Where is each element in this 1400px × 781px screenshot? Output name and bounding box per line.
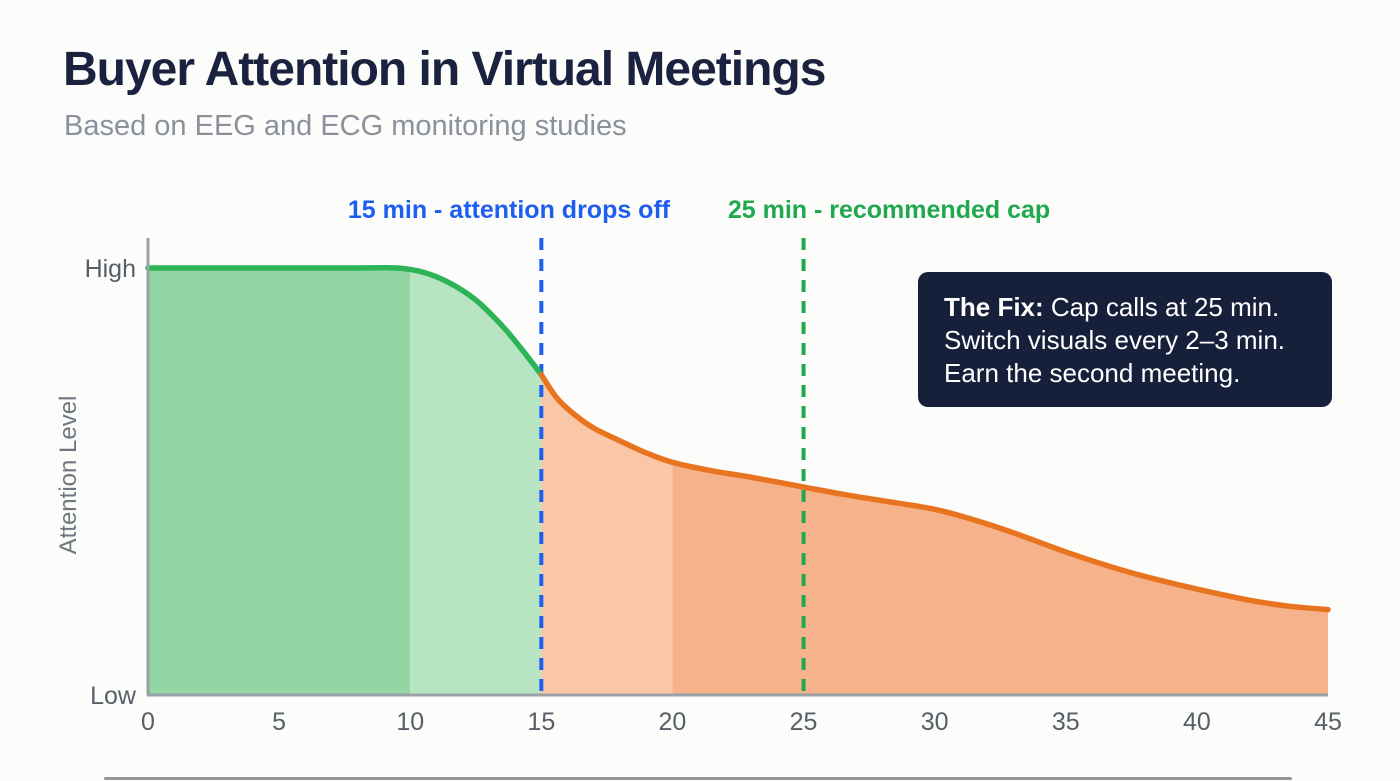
annotation-attention-drop: 15 min - attention drops off bbox=[347, 196, 671, 224]
fix-callout-line3: Earn the second meeting. bbox=[944, 358, 1241, 388]
x-tick-label: 20 bbox=[659, 708, 687, 736]
x-tick-label: 15 bbox=[527, 708, 555, 736]
fix-callout-line2: Switch visuals every 2–3 min. bbox=[944, 325, 1286, 355]
area-fill bbox=[672, 462, 1328, 695]
page-title: Buyer Attention in Virtual Meetings bbox=[63, 43, 826, 96]
x-tick-label: 0 bbox=[141, 708, 155, 736]
attention-curve bbox=[145, 264, 545, 378]
x-tick-label: 40 bbox=[1183, 708, 1211, 736]
fix-callout-title: The Fix: bbox=[944, 292, 1044, 322]
x-tick-label: 10 bbox=[396, 708, 424, 736]
fix-callout: The Fix: Cap calls at 25 min. Switch vis… bbox=[918, 272, 1332, 407]
attention-curve bbox=[538, 372, 1331, 613]
x-tick-label: 25 bbox=[790, 708, 818, 736]
area-fill bbox=[541, 374, 673, 695]
bottom-edge-line bbox=[104, 777, 1292, 780]
x-tick-label: 35 bbox=[1052, 708, 1080, 736]
area-fill bbox=[148, 267, 411, 695]
x-tick-label: 30 bbox=[921, 708, 949, 736]
x-tick-label: 45 bbox=[1314, 708, 1342, 736]
y-axis-title: Attention Level bbox=[55, 396, 82, 555]
area-fill bbox=[410, 270, 542, 695]
x-tick-label: 5 bbox=[272, 708, 286, 736]
fix-callout-line1: Cap calls at 25 min. bbox=[1043, 292, 1280, 322]
page-subtitle: Based on EEG and ECG monitoring studies bbox=[64, 110, 627, 142]
annotation-recommended-cap: 25 min - recommended cap bbox=[727, 196, 1051, 224]
y-tick-label: Low bbox=[90, 682, 137, 710]
y-tick-label: High bbox=[85, 255, 136, 283]
